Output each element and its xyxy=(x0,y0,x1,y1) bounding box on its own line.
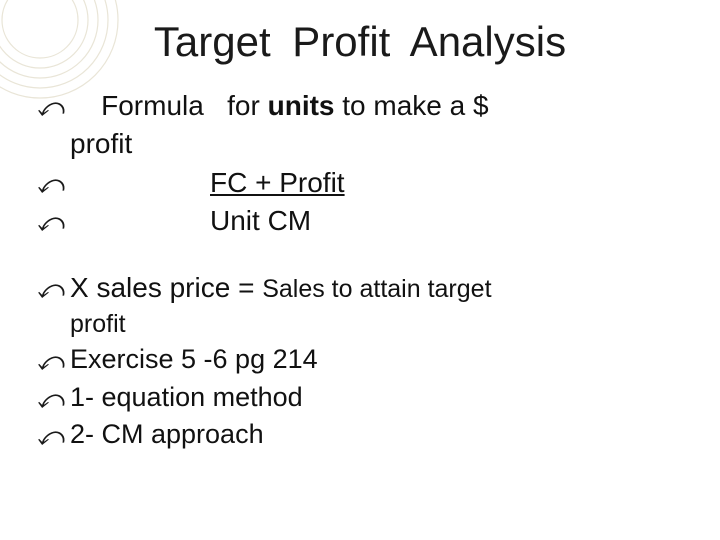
text-cm-approach: 2- CM approach xyxy=(70,417,684,452)
text-exercise: Exercise 5 -6 pg 214 xyxy=(70,342,684,377)
text-formula-post: to make a $ xyxy=(335,90,489,121)
bullet-row-eqmethod: ⤺ 1- equation method xyxy=(36,380,684,415)
text-xsales-pre: X sales price = xyxy=(70,272,262,303)
line-formula-intro: Formula for units to make a $ xyxy=(70,88,684,124)
bullet-icon: ⤺ xyxy=(36,88,70,123)
text-formula-pre: Formula for xyxy=(70,90,268,121)
bullet-icon: ⤺ xyxy=(36,380,70,415)
line-formula-cont: profit xyxy=(36,126,684,162)
bullet-icon: ⤺ xyxy=(36,165,70,200)
text-equation-method: 1- equation method xyxy=(70,380,684,415)
text-unit-cm: Unit CM xyxy=(70,203,684,239)
text-fc-plus-profit: FC + Profit xyxy=(210,167,345,198)
line-xsales-cont: profit xyxy=(36,308,684,341)
text-units-bold: units xyxy=(268,90,335,121)
slide: Target Profit Analysis ⤺ Formula for uni… xyxy=(0,0,720,540)
text-sales-attain: Sales to attain target xyxy=(262,275,491,303)
text-profit-small: profit xyxy=(70,308,684,341)
bullet-row-formula: ⤺ Formula for units to make a $ xyxy=(36,88,684,124)
line-xsales: X sales price = Sales to attain target xyxy=(70,270,684,306)
bullet-row-exercise: ⤺ Exercise 5 -6 pg 214 xyxy=(36,342,684,377)
bullet-icon: ⤺ xyxy=(36,342,70,377)
bullet-icon: ⤺ xyxy=(36,417,70,452)
bullet-row-cmapproach: ⤺ 2- CM approach xyxy=(36,417,684,452)
slide-title: Target Profit Analysis xyxy=(36,18,684,66)
bullet-row-denominator: ⤺ Unit CM xyxy=(36,203,684,239)
bullet-icon: ⤺ xyxy=(36,270,70,305)
line-numerator: FC + Profit xyxy=(70,165,684,201)
bullet-row-numerator: ⤺ FC + Profit xyxy=(36,165,684,201)
slide-body: ⤺ Formula for units to make a $ profit ⤺… xyxy=(36,88,684,452)
text-profit-word: profit xyxy=(70,126,684,162)
bullet-icon: ⤺ xyxy=(36,203,70,238)
bullet-row-xsales: ⤺ X sales price = Sales to attain target xyxy=(36,270,684,306)
